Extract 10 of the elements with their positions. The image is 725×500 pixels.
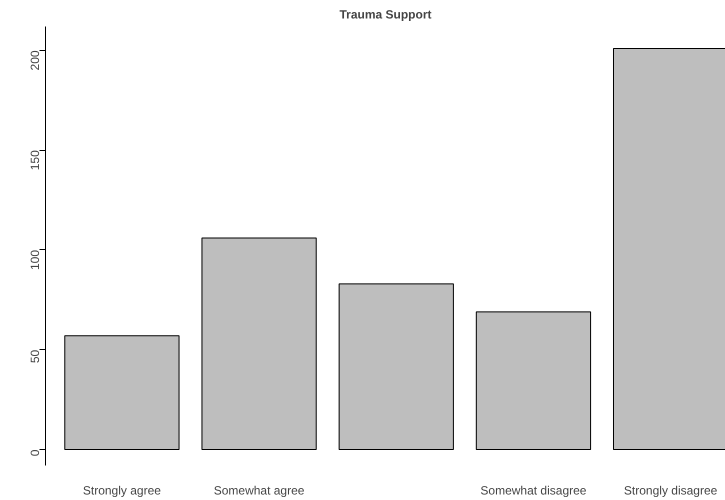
y-tick-label: 0 (28, 449, 42, 456)
y-tick-label: 100 (28, 250, 42, 270)
x-tick-label: Strongly disagree (624, 484, 718, 498)
y-tick-label: 200 (28, 50, 42, 70)
chart-title: Trauma Support (339, 8, 432, 22)
x-tick-label: Somewhat agree (214, 484, 305, 498)
y-tick-label: 50 (28, 349, 42, 364)
y-tick-label: 150 (28, 150, 42, 170)
x-tick-label: Somewhat disagree (480, 484, 587, 498)
x-tick-label: Strongly agree (82, 484, 162, 498)
